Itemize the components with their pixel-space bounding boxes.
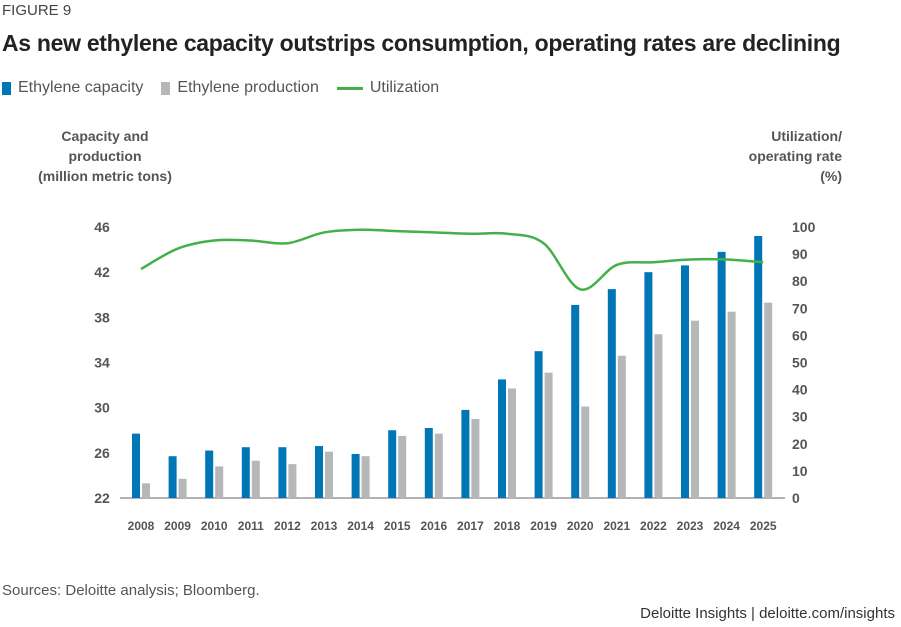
right-tick-label: 10 — [792, 463, 808, 479]
utilization-line — [140, 228, 764, 291]
legend-label: Ethylene capacity — [18, 79, 144, 96]
x-tick-label: 2008 — [128, 519, 155, 533]
capacity-bar — [388, 430, 397, 498]
production-bar — [471, 418, 480, 498]
right-tick-label: 40 — [792, 382, 808, 398]
x-tick-label: 2010 — [201, 519, 228, 533]
x-tick-label: 2021 — [603, 519, 630, 533]
legend-label: Utilization — [369, 79, 440, 96]
production-bar — [178, 478, 187, 498]
production-bar — [691, 320, 699, 498]
right-tick-label: 0 — [792, 490, 800, 506]
x-tick-label: 2015 — [384, 519, 411, 533]
production-bar — [288, 464, 297, 498]
capacity-bar — [644, 272, 653, 498]
production-bar — [544, 372, 553, 498]
capacity-bar — [461, 409, 470, 498]
production-bar — [361, 456, 370, 498]
left-tick-label: 30 — [94, 400, 110, 416]
right-axis-title: Utilization/ operating rate (%) — [700, 126, 842, 186]
left-axis-title-line: Capacity and — [61, 128, 149, 144]
sources-note: Sources: Deloitte analysis; Bloomberg. — [2, 582, 260, 599]
brand-footer: Deloitte Insights | deloitte.com/insight… — [640, 605, 895, 622]
production-bar — [215, 466, 224, 498]
x-tick-label: 2020 — [567, 519, 594, 533]
capacity-bar — [315, 446, 323, 498]
legend: Ethylene capacity Ethylene production Ut… — [2, 79, 439, 97]
left-axis-title-line: production — [68, 148, 142, 164]
x-tick-label: 2018 — [494, 519, 521, 533]
right-tick-label: 30 — [792, 409, 808, 425]
right-tick-label: 50 — [792, 355, 808, 371]
x-tick-label: 2019 — [530, 519, 557, 533]
capacity-bar — [168, 456, 177, 498]
production-bar — [434, 433, 443, 498]
production-bar — [617, 355, 626, 498]
capacity-bar — [571, 304, 580, 498]
legend-label: Ethylene production — [177, 79, 319, 96]
legend-item-production: Ethylene production — [161, 79, 319, 97]
left-tick-label: 38 — [94, 309, 110, 325]
x-tick-label: 2022 — [640, 519, 667, 533]
left-axis-title-line: (million metric tons) — [38, 168, 172, 184]
capacity-bar — [351, 453, 360, 498]
capacity-bar — [205, 450, 214, 498]
x-tick-label: 2013 — [311, 519, 338, 533]
legend-swatch-capacity — [2, 81, 11, 95]
legend-item-utilization: Utilization — [336, 79, 440, 97]
production-bar — [508, 388, 516, 498]
right-tick-label: 70 — [792, 300, 808, 316]
production-bar — [764, 302, 773, 498]
capacity-bar — [607, 289, 616, 498]
capacity-bar — [754, 236, 763, 499]
x-tick-label: 2017 — [457, 519, 484, 533]
capacity-bar — [278, 447, 287, 498]
right-tick-label: 60 — [792, 327, 808, 343]
left-axis-title: Capacity and production (million metric … — [20, 126, 190, 186]
production-bar — [654, 334, 663, 498]
capacity-bar — [717, 251, 726, 498]
x-tick-label: 2012 — [274, 519, 301, 533]
x-tick-label: 2009 — [164, 519, 191, 533]
x-tick-label: 2023 — [677, 519, 704, 533]
production-bar — [581, 406, 590, 498]
capacity-bar — [132, 433, 140, 498]
x-tick-label: 2025 — [750, 519, 777, 533]
x-tick-label: 2016 — [420, 519, 447, 533]
legend-swatch-utilization — [336, 86, 363, 90]
left-tick-label: 26 — [94, 445, 110, 461]
left-tick-label: 22 — [94, 490, 110, 506]
right-tick-label: 80 — [792, 273, 808, 289]
capacity-bar — [424, 427, 433, 498]
right-tick-label: 20 — [792, 436, 808, 452]
figure-label: FIGURE 9 — [2, 2, 72, 19]
right-axis-title-line: (%) — [820, 168, 842, 184]
right-axis-title-line: Utilization/ — [771, 128, 842, 144]
production-bar — [251, 460, 260, 498]
production-bar — [325, 451, 333, 498]
legend-item-capacity: Ethylene capacity — [2, 79, 143, 97]
left-tick-label: 42 — [94, 264, 110, 280]
chart-title: As new ethylene capacity outstrips consu… — [2, 30, 841, 56]
production-bar — [727, 311, 736, 498]
x-tick-label: 2014 — [347, 519, 374, 533]
production-bar — [398, 435, 407, 498]
left-tick-label: 46 — [94, 219, 110, 235]
left-tick-label: 34 — [94, 355, 110, 371]
right-tick-label: 100 — [792, 219, 816, 235]
capacity-bar — [241, 447, 250, 498]
right-axis-title-line: operating rate — [748, 148, 842, 164]
right-tick-label: 90 — [792, 246, 808, 262]
capacity-bar — [498, 379, 506, 498]
x-tick-label: 2024 — [713, 519, 740, 533]
capacity-bar — [534, 351, 543, 498]
x-tick-label: 2011 — [238, 519, 264, 533]
capacity-bar — [681, 265, 689, 498]
legend-swatch-production — [161, 81, 171, 95]
production-bar — [142, 483, 150, 498]
